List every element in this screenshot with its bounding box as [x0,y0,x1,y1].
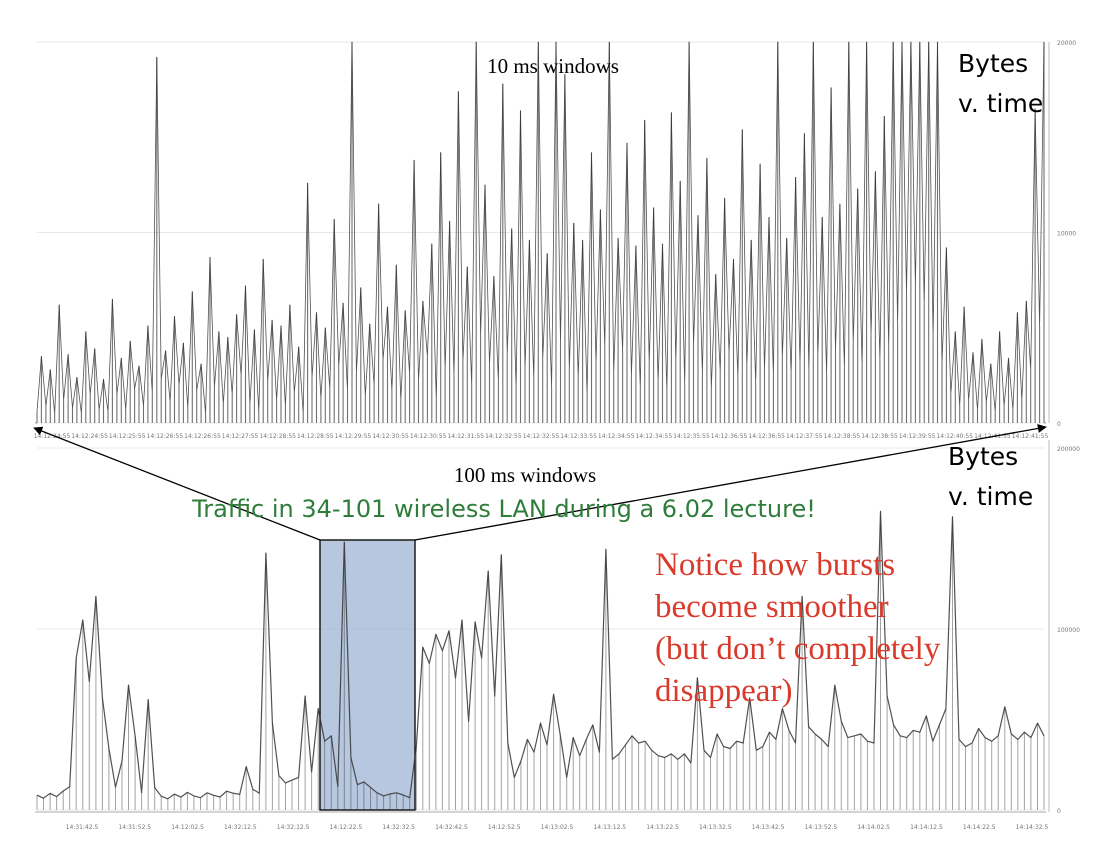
top-chart-title: 10 ms windows [487,54,619,78]
top-x-tick-label: 14:12:39:55 [899,433,936,440]
bottom-chart: 200000 100000 0 14:31:42.5 14:31:52.5 14:12:… [35,440,1080,831]
bot-x-tick-label: 14:13:52.5 [805,824,838,831]
top-x-tick-label: 14:12:29:55 [335,433,372,440]
zoom-arrow-right [414,423,1047,541]
bot-x-tick-label: 14:13:22.5 [646,824,679,831]
bot-x-tick-label: 14:13:42.5 [752,824,785,831]
bottom-chart-x-ticks: 14:31:42.5 14:31:52.5 14:12:02.5 14:32:12.5… [66,824,1049,831]
top-x-tick-label: 14:12:26:55 [184,433,221,440]
top-chart-x-ticks: 14:12:24:55 14:12:24:55 14:12:25:55 14:12:2… [34,433,1049,440]
top-y-tick-label: 0 [1057,421,1061,428]
note-line-3: (but don’t completely [655,631,941,667]
bottom-chart-title: 100 ms windows [454,463,596,487]
bot-x-tick-label: 14:12:22.5 [330,824,363,831]
top-y-tick-label: 10000 [1057,231,1076,238]
bot-x-tick-label: 14:32:32.5 [382,824,415,831]
bot-x-tick-label: 14:31:52.5 [118,824,151,831]
bottom-side-label-line2: v. time [948,482,1033,511]
bot-x-tick-label: 14:31:42.5 [66,824,99,831]
bottom-chart-series [36,510,1045,810]
bot-y-tick-label: 200000 [1057,446,1080,453]
top-series-line [36,41,1045,414]
zoom-highlight-box [319,539,416,811]
bot-x-tick-label: 14:13:02.5 [541,824,574,831]
top-x-tick-label: 14:12:38:55 [824,433,861,440]
note-line-2: become smoother [655,589,889,625]
zoom-arrow-left [33,426,321,541]
top-x-tick-label: 14:12:26:55 [147,433,184,440]
top-side-label-line2: v. time [958,89,1043,118]
bot-x-tick-label: 14:13:12.5 [593,824,626,831]
bottom-chart-gridlines [37,447,1044,811]
top-x-tick-label: 14:12:33:55 [560,433,597,440]
top-chart-series [36,41,1045,423]
top-x-tick-label: 14:12:35:55 [673,433,710,440]
bot-x-tick-label: 14:32:12.5 [224,824,257,831]
top-chart-y-ticks: 20000 10000 0 [1057,40,1076,428]
top-x-tick-label: 14:12:27:55 [222,433,259,440]
bot-x-tick-label: 14:14:22.5 [963,824,996,831]
top-x-tick-label: 14:12:36:55 [748,433,785,440]
top-x-tick-label: 14:12:32:55 [523,433,560,440]
slide-caption: Traffic in 34-101 wireless LAN during a … [191,495,816,523]
top-x-tick-label: 14:12:40:55 [936,433,973,440]
top-y-tick-label: 20000 [1057,40,1076,47]
top-x-tick-label: 14:12:31:55 [447,433,484,440]
note-line-1: Notice how bursts [655,547,895,583]
bot-x-tick-label: 14:14:02.5 [857,824,890,831]
top-x-tick-label: 14:12:28:55 [297,433,334,440]
top-x-tick-label: 14:12:24:55 [34,433,71,440]
top-x-tick-label: 14:12:28:55 [259,433,296,440]
top-x-tick-label: 14:12:38:55 [861,433,898,440]
top-x-tick-label: 14:12:41:55 [1012,433,1049,440]
note-block: Notice how bursts become smoother (but d… [655,547,941,709]
top-side-label-line1: Bytes [958,49,1028,78]
bot-x-tick-label: 14:14:32.5 [1016,824,1049,831]
bot-x-tick-label: 14:32:12.5 [277,824,310,831]
bot-x-tick-label: 14:14:12.5 [910,824,943,831]
note-line-4: disappear) [655,673,792,709]
bottom-side-label-line1: Bytes [948,442,1018,471]
top-x-tick-label: 14:12:37:55 [786,433,823,440]
top-x-tick-label: 14:12:24:55 [71,433,108,440]
bot-x-tick-label: 14:12:02.5 [171,824,204,831]
bot-y-tick-label: 100000 [1057,627,1080,634]
top-chart-gridlines [37,41,1044,424]
top-x-tick-label: 14:12:30:55 [410,433,447,440]
top-x-tick-label: 14:12:32:55 [485,433,522,440]
top-x-tick-label: 14:12:36:55 [711,433,748,440]
top-x-tick-label: 14:12:34:55 [636,433,673,440]
top-x-tick-label: 14:12:34:55 [598,433,635,440]
bot-x-tick-label: 14:13:32.5 [699,824,732,831]
bot-series-line [36,510,1045,800]
bot-x-tick-label: 14:32:42.5 [435,824,468,831]
bot-x-tick-label: 14:12:52.5 [488,824,521,831]
bottom-chart-y-ticks: 200000 100000 0 [1057,446,1080,815]
top-x-tick-label: 14:12:30:55 [372,433,409,440]
top-x-tick-label: 14:12:25:55 [109,433,146,440]
bot-y-tick-label: 0 [1057,808,1061,815]
